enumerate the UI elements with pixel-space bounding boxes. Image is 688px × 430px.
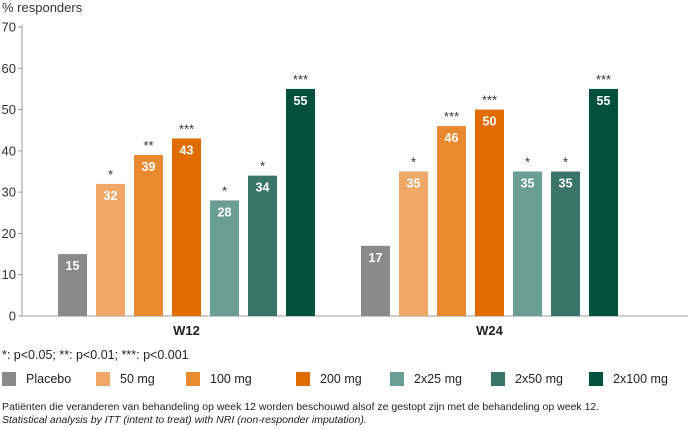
legend-label: 50 mg <box>120 372 155 386</box>
y-tick-label: 40 <box>2 143 16 158</box>
bar-value-label: 28 <box>218 205 232 219</box>
y-tick-label: 50 <box>2 102 16 117</box>
y-tick-label: 20 <box>2 226 16 241</box>
footnote-line-2: Statistical analysis by ITT (intent to t… <box>2 414 367 426</box>
legend-label: 200 mg <box>320 372 362 386</box>
bar-value-label: 46 <box>445 131 459 145</box>
significance-label: *** <box>596 72 611 87</box>
legend-swatch <box>589 372 603 386</box>
legend-item: Placebo <box>2 372 71 386</box>
bar-value-label: 55 <box>597 94 611 108</box>
chart-legend: Placebo 50 mg 100 mg 200 mg 2x25 mg 2x50 mg 2x… <box>0 372 688 392</box>
significance-label: * <box>108 167 113 182</box>
legend-label: 2x50 mg <box>515 372 563 386</box>
significance-label: *** <box>444 109 459 124</box>
bar-value-label: 34 <box>256 181 270 195</box>
significance-label: ** <box>143 138 153 153</box>
bar-value-label: 35 <box>521 177 535 191</box>
significance-label: * <box>411 155 416 170</box>
legend-swatch <box>2 372 16 386</box>
footnote-line-1: Patiënten die veranderen van behandeling… <box>2 401 600 413</box>
legend-label: 2x100 mg <box>613 372 668 386</box>
bar-value-label: 35 <box>407 177 421 191</box>
legend-label: 100 mg <box>210 372 252 386</box>
bar <box>172 138 201 316</box>
bar-value-label: 55 <box>294 94 308 108</box>
bar-value-label: 17 <box>369 251 383 265</box>
significance-label: *** <box>293 72 308 87</box>
bar <box>475 109 504 316</box>
significance-label: * <box>260 159 265 174</box>
footnote: Patiënten die veranderen van behandeling… <box>2 401 599 427</box>
bar <box>58 254 87 316</box>
bar <box>589 88 618 316</box>
bar-value-label: 35 <box>559 177 573 191</box>
bar <box>399 171 428 316</box>
bar <box>248 175 277 316</box>
significance-note: *: p<0.05; **: p<0.01; ***: p<0.001 <box>2 348 189 362</box>
significance-label: * <box>563 155 568 170</box>
x-category-label: W24 <box>476 323 504 338</box>
bar-value-label: 39 <box>142 160 156 174</box>
y-tick-label: 0 <box>9 309 16 324</box>
bar-value-label: 43 <box>180 143 194 157</box>
legend-label: Placebo <box>26 372 72 386</box>
bar <box>134 154 163 316</box>
bar <box>210 200 239 316</box>
legend-item: 2x25 mg <box>390 372 462 386</box>
legend-item: 2x100 mg <box>589 372 668 386</box>
x-category-label: W12 <box>173 323 200 338</box>
significance-label: * <box>222 183 227 198</box>
legend-item: 2x50 mg <box>491 372 563 386</box>
y-tick-label: 30 <box>2 185 16 200</box>
bar <box>361 245 390 316</box>
bar <box>286 88 315 316</box>
legend-item: 50 mg <box>96 372 155 386</box>
bar <box>96 183 125 316</box>
y-tick-label: 10 <box>2 267 16 282</box>
significance-label: *** <box>482 93 497 108</box>
bar-value-label: 15 <box>66 259 80 273</box>
legend-item: 100 mg <box>186 372 252 386</box>
legend-swatch <box>96 372 110 386</box>
bar-value-label: 50 <box>483 115 497 129</box>
significance-label: * <box>525 155 530 170</box>
bar <box>551 171 580 316</box>
bar <box>513 171 542 316</box>
y-axis-label: % responders <box>2 0 83 15</box>
legend-swatch <box>186 372 200 386</box>
significance-label: *** <box>179 121 194 136</box>
bar <box>437 126 466 316</box>
legend-swatch <box>390 372 404 386</box>
bar-value-label: 32 <box>104 189 118 203</box>
legend-item: 200 mg <box>296 372 362 386</box>
y-tick-label: 60 <box>2 61 16 76</box>
legend-swatch <box>491 372 505 386</box>
legend-swatch <box>296 372 310 386</box>
y-tick-label: 70 <box>2 20 16 35</box>
legend-label: 2x25 mg <box>414 372 462 386</box>
